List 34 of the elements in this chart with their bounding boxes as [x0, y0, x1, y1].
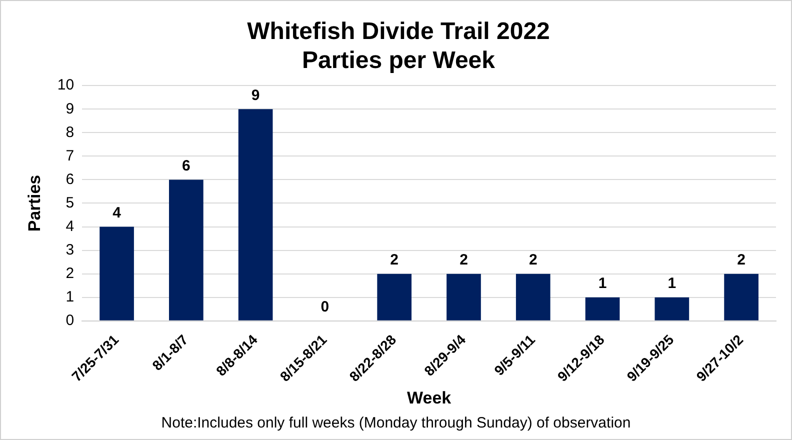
y-tick-label: 4 [66, 218, 74, 235]
bar [100, 226, 134, 320]
data-label: 2 [460, 251, 468, 268]
y-tick-label: 10 [57, 76, 74, 94]
y-tick-label: 2 [66, 264, 74, 282]
bar [654, 297, 690, 320]
bar [585, 297, 620, 320]
bar [724, 274, 758, 320]
data-label: 2 [390, 251, 399, 268]
chart-title: Whitefish Divide Trail 2022 Parties per Week [247, 18, 550, 74]
y-tick-label: 6 [66, 170, 74, 188]
data-label: 1 [668, 275, 676, 292]
bar [238, 109, 273, 320]
data-label: 0 [320, 298, 330, 316]
y-tick-label: 5 [66, 194, 74, 212]
data-label: 2 [737, 251, 746, 268]
x-axis-title: Week [406, 388, 452, 408]
data-label: 2 [528, 251, 538, 268]
data-label: 4 [112, 204, 122, 222]
bar [516, 274, 550, 320]
bar [446, 274, 481, 320]
bar [377, 274, 412, 320]
y-axis-title: Parties [24, 174, 44, 232]
data-label: 6 [182, 157, 190, 174]
y-tick-label: 3 [66, 241, 74, 258]
y-tick-label: 1 [66, 288, 74, 306]
y-tick-label: 7 [66, 147, 74, 164]
y-tick-label: 8 [66, 124, 74, 141]
data-label: 1 [598, 275, 607, 292]
bar [169, 180, 204, 320]
data-label: 9 [251, 86, 260, 104]
y-tick-label: 0 [66, 312, 74, 330]
y-tick-label: 9 [66, 100, 74, 118]
text: Note:Includes only full weeks (Monday through Sunday) of observation [161, 414, 631, 432]
